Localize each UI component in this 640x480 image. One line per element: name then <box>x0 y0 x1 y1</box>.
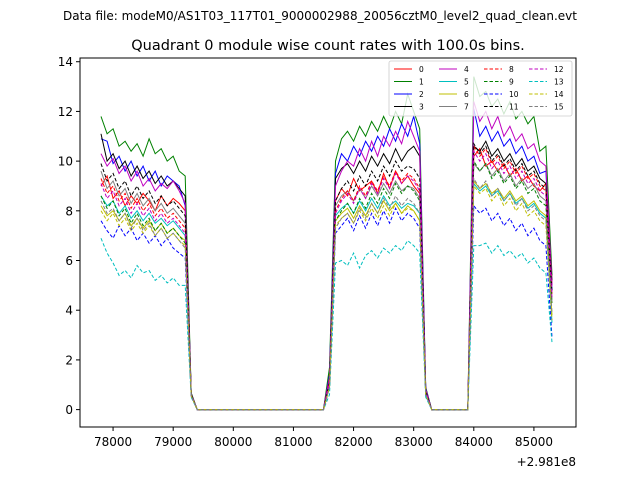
legend-label: 13 <box>554 78 564 87</box>
x-axis-offset-text: +2.981e8 <box>517 455 576 469</box>
series-line-1 <box>100 76 553 411</box>
x-tick-label: 80000 <box>214 435 252 449</box>
x-tick-label: 79000 <box>154 435 192 449</box>
legend-label: 15 <box>554 103 564 112</box>
series-line-8 <box>100 144 553 411</box>
x-tick-label: 84000 <box>455 435 493 449</box>
legend-label: 9 <box>509 78 514 87</box>
chart-suptitle: Data file: modeM0/AS1T03_117T01_90000029… <box>63 9 577 23</box>
plot-area: 78000 79000 80000 81000 82000 83000 84000 85000… <box>58 55 577 469</box>
legend-label: 11 <box>509 103 519 112</box>
x-axis: 78000 79000 80000 81000 82000 83000 84000 85000 <box>94 427 553 449</box>
y-tick-label: 2 <box>65 353 73 367</box>
series-line-5 <box>100 182 553 411</box>
series-line-6 <box>100 179 553 411</box>
x-tick-label: 81000 <box>274 435 312 449</box>
chart-title: Quadrant 0 module wise count rates with … <box>131 38 525 54</box>
legend-label: 12 <box>554 65 564 74</box>
series-line-9 <box>100 159 553 411</box>
series-line-11 <box>100 141 553 411</box>
legend-label: 6 <box>464 90 469 99</box>
series-line-2 <box>100 108 553 411</box>
series-line-7 <box>100 162 553 411</box>
x-tick-label: 85000 <box>515 435 553 449</box>
series-line-15 <box>100 176 553 411</box>
y-tick-label: 10 <box>58 155 73 169</box>
legend-label: 5 <box>464 78 469 87</box>
legend-box <box>388 60 573 117</box>
series-line-10 <box>100 204 553 411</box>
series-line-0 <box>100 147 553 411</box>
series-lines <box>100 76 553 411</box>
legend-label: 2 <box>419 90 424 99</box>
legend-label: 4 <box>464 65 469 74</box>
x-tick-label: 83000 <box>395 435 433 449</box>
legend-label: 7 <box>464 103 469 112</box>
y-tick-label: 12 <box>58 105 73 119</box>
legend-label: 10 <box>509 90 519 99</box>
series-line-14 <box>100 184 553 411</box>
x-tick-label: 78000 <box>94 435 132 449</box>
series-line-4 <box>100 101 553 411</box>
plot-frame <box>79 57 577 428</box>
series-line-13 <box>100 238 553 411</box>
legend-label: 8 <box>509 65 514 74</box>
y-tick-label: 6 <box>65 254 73 268</box>
series-line-12 <box>100 149 553 411</box>
y-tick-label: 0 <box>65 403 73 417</box>
x-tick-label: 82000 <box>334 435 372 449</box>
legend-label: 1 <box>419 78 424 87</box>
legend-label: 0 <box>419 65 424 74</box>
series-line-3 <box>100 133 553 411</box>
y-axis: 0 2 4 6 8 10 12 14 <box>58 55 80 417</box>
y-tick-label: 4 <box>65 304 73 318</box>
y-tick-label: 14 <box>58 55 73 69</box>
y-tick-label: 8 <box>65 204 73 218</box>
legend-label: 14 <box>554 90 564 99</box>
legend-label: 3 <box>419 103 424 112</box>
